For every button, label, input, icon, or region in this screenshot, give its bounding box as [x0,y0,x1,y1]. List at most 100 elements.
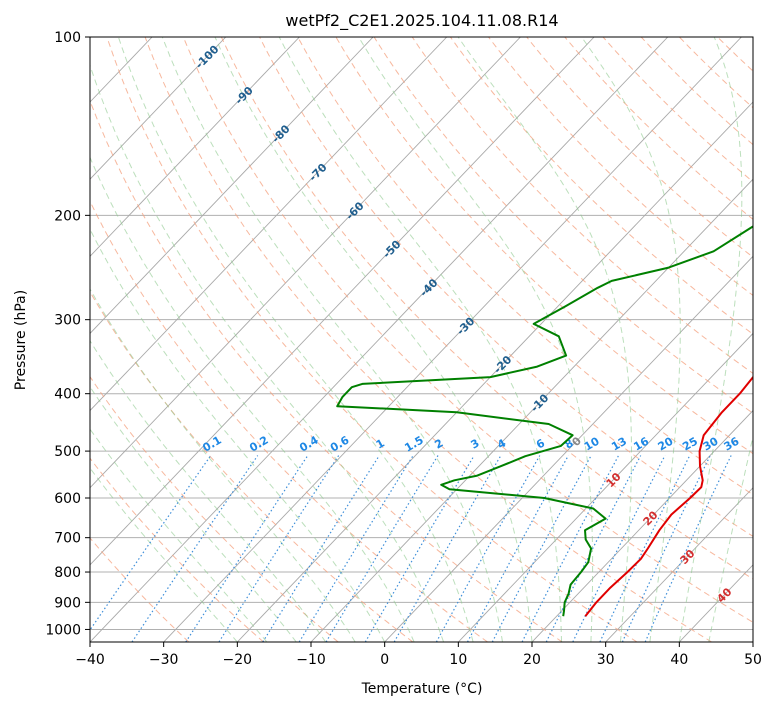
dry-adiabats [90,37,753,642]
y-tick-label: 1000 [45,622,81,638]
dry-adiabat [220,37,753,580]
x-tick-label: 40 [670,652,688,668]
moist-adiabat [678,37,743,642]
mixing-ratio-line [262,455,380,642]
x-axis-label: Temperature (°C) [361,681,483,697]
dry-adiabat [488,37,753,297]
x-tick-label: −30 [149,652,179,668]
dry-adiabat [411,37,753,375]
dry-adiabat [90,375,339,642]
pressure-gridlines [90,37,753,630]
dry-adiabat [106,37,638,642]
dry-adiabat [335,37,753,455]
moist-adiabat [117,37,474,642]
dry-adiabat [449,37,753,335]
mixing-ratio-line [90,455,212,632]
dry-adiabat [90,99,563,642]
isotherm-label: -100 [193,43,222,72]
y-tick-label: 800 [54,565,81,581]
isotherm-line [384,255,753,642]
moist-adiabat [708,434,753,642]
dry-adiabat [373,37,753,414]
dry-adiabat [144,37,712,642]
y-tick-label: 200 [54,208,81,224]
x-tick-label: 30 [597,652,615,668]
x-tick-label: 0 [380,652,389,668]
x-tick-label: 20 [523,652,541,668]
isotherm-line [605,487,753,642]
isotherm-line [752,641,753,642]
dry-adiabat [90,457,264,642]
y-tick-label: 700 [54,531,81,547]
dry-adiabat [717,37,753,72]
isotherm-line [90,37,521,489]
dry-adiabat [90,200,488,642]
isotherm-line [90,37,374,335]
moist-adiabat [457,37,632,642]
y-tick-label: 600 [54,491,81,507]
x-tick-label: −20 [223,652,253,668]
moist-adiabat [90,428,268,642]
y-tick-label: 900 [54,595,81,611]
mixing-ratio-line [491,455,592,642]
isotherm-line [90,37,669,642]
mixing-ratio-line [572,455,666,642]
y-axis-label: Pressure (hPa) [13,290,29,390]
dry-adiabat [640,37,753,146]
mixing-ratio-line [435,455,541,642]
y-tick-label: 500 [54,444,81,460]
moist-adiabat [90,63,445,642]
dry-adiabat [182,37,753,623]
isotherm-line [679,564,753,642]
mixing-ratio-lines [90,455,732,642]
isotherm-line [0,37,78,642]
dry-adiabat [526,37,753,258]
mixing-ratio-label: 2 [432,437,445,452]
mixing-ratio-line [131,455,259,642]
dry-adiabat [90,290,414,642]
isotherm-line [90,37,448,412]
isotherm-line [90,37,595,566]
mixing-ratio-line [218,455,340,642]
dry-adiabat [297,37,753,496]
mixing-ratio-label: 6 [534,436,547,451]
x-tick-label: −10 [296,652,326,668]
sounding-profiles [336,225,753,617]
mixing-ratio-line [521,455,620,642]
isotherm-line [237,101,753,642]
x-axis-ticks: −40 −30 −20 −10 0 10 20 30 40 50 [75,642,762,668]
dry-adiabat [678,37,753,109]
mixing-ratio-line [325,455,439,642]
moist-adiabat [90,467,238,642]
isotherm-line [90,37,227,180]
skewed-isotherms [0,37,753,642]
mixing-ratio-line [466,455,569,642]
isotherm-line [0,37,5,642]
x-tick-label: −40 [75,652,105,668]
plot-frame [89,36,754,643]
y-axis-ticks: 100 200 300 400 500 600 700 800 900 1000 [45,30,90,638]
moist-adiabat [90,288,356,642]
dry-adiabat [602,37,753,183]
y-tick-label: 100 [54,30,81,46]
moist-adiabat [214,37,533,642]
moist-adiabat [90,156,415,642]
moist-adiabat [581,37,681,642]
x-tick-label: 10 [449,652,467,668]
moist-adiabat [161,37,503,642]
reference-line-labels: 0.1 0.2 0.4 0.6 1 1.5 2 3 4 6 8 10 13 16 20 25 30 36-100-… [193,43,742,606]
mixing-ratio-line [298,455,414,642]
moist-adiabat [90,386,297,642]
isotherm-line [310,178,753,642]
mixing-ratio-line [185,455,309,642]
chart-title: wetPf2_C2E1.2025.104.11.08.R14 [285,11,558,31]
y-tick-label: 300 [54,313,81,329]
y-tick-label: 400 [54,387,81,403]
isotherm-line [90,37,300,257]
mixing-ratio-line [599,455,691,642]
plot-area: 0.1 0.2 0.4 0.6 1 1.5 2 3 4 6 8 10 13 16 20 25 30 36-100-… [0,37,753,642]
dewpoint-profile [336,225,753,617]
mixing-ratio-line [545,455,642,642]
isotherm-line [163,37,742,642]
